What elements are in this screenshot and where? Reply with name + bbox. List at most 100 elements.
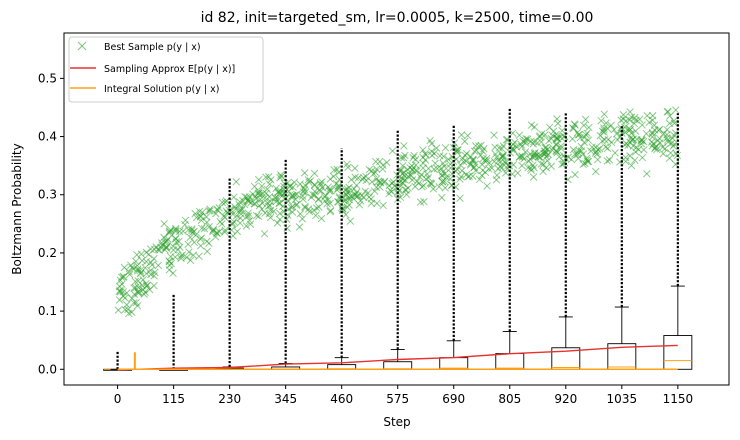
best-sample-point: [576, 134, 584, 142]
best-sample-point: [584, 157, 593, 166]
best-sample-point: [553, 135, 561, 143]
best-sample-point: [301, 202, 309, 211]
best-sample-point: [134, 287, 143, 296]
best-sample-point: [558, 126, 566, 135]
best-sample-point: [171, 253, 180, 261]
best-sample-point: [190, 238, 199, 247]
best-sample-point: [258, 205, 266, 213]
best-sample-point: [255, 201, 264, 210]
best-sample-point: [209, 226, 217, 235]
best-sample-point: [288, 208, 297, 216]
best-sample-point: [353, 192, 361, 201]
best-sample-point: [423, 170, 431, 178]
best-sample-point: [604, 135, 613, 144]
best-sample-point: [653, 145, 661, 154]
best-sample-point: [251, 199, 259, 208]
best-sample-point: [498, 153, 507, 161]
best-sample-point: [438, 171, 446, 180]
best-sample-point: [242, 222, 251, 230]
best-sample-point: [266, 213, 275, 222]
best-sample-point: [613, 136, 622, 144]
x-tick-label: 345: [274, 392, 297, 406]
best-sample-point: [659, 149, 668, 158]
best-sample-point: [607, 121, 615, 130]
best-sample-point: [326, 187, 335, 195]
best-sample-point: [330, 166, 338, 174]
best-sample-point: [148, 261, 156, 269]
best-sample-point: [116, 288, 125, 296]
best-sample-point: [154, 245, 162, 254]
best-sample-point: [482, 156, 491, 165]
best-sample-point: [203, 247, 212, 256]
best-sample-point: [498, 163, 506, 172]
best-sample-point: [638, 121, 646, 129]
best-sample-point: [426, 179, 434, 187]
best-sample-point: [361, 187, 369, 196]
best-sample-point: [232, 212, 241, 220]
best-sample-point: [141, 288, 149, 297]
best-sample-point: [383, 158, 391, 167]
best-sample-point: [254, 175, 263, 184]
x-tick-label: 575: [386, 392, 409, 406]
best-sample-point: [171, 224, 180, 233]
best-sample-point: [301, 188, 310, 197]
best-sample-point: [141, 264, 149, 272]
y-tick-label: 0.3: [38, 188, 57, 202]
best-sample-point: [464, 173, 472, 181]
best-sample-point: [354, 174, 362, 182]
best-sample-point: [293, 190, 301, 199]
best-sample-point: [298, 215, 307, 223]
best-sample-point: [352, 181, 361, 190]
best-sample-point: [142, 279, 150, 288]
best-sample-point: [475, 142, 483, 150]
best-sample-point: [387, 187, 396, 196]
best-sample-point: [195, 207, 204, 216]
best-sample-point: [621, 157, 630, 166]
best-sample-point: [136, 269, 145, 278]
best-sample-point: [663, 136, 672, 144]
boxplot: [103, 351, 133, 371]
y-tick-label: 0.1: [38, 304, 57, 318]
best-sample-point: [666, 112, 674, 120]
best-sample-point: [165, 229, 173, 237]
best-sample-point: [179, 227, 187, 236]
best-sample-point: [342, 210, 350, 219]
best-sample-point: [184, 240, 192, 249]
best-sample-point: [442, 173, 451, 182]
best-sample-point: [372, 183, 381, 192]
best-sample-point: [631, 127, 640, 135]
best-sample-point: [311, 187, 319, 196]
best-sample-point: [508, 144, 517, 153]
best-sample-point: [475, 175, 484, 184]
best-sample-point: [439, 152, 448, 161]
best-sample-point: [580, 121, 588, 130]
best-sample-point: [632, 116, 640, 124]
best-sample-point: [659, 129, 668, 138]
best-sample-point: [237, 210, 245, 218]
y-tick-label: 0.5: [38, 71, 57, 85]
best-sample-point: [184, 226, 193, 234]
best-sample-point: [273, 219, 282, 227]
best-sample-point: [480, 156, 489, 165]
best-sample-point: [379, 201, 387, 210]
best-sample-point: [670, 140, 679, 148]
best-sample-point: [427, 147, 436, 156]
best-sample-point: [125, 309, 133, 318]
best-sample-point: [409, 153, 417, 162]
best-sample-point: [553, 115, 561, 123]
best-sample-point: [619, 110, 628, 119]
best-sample-point: [196, 235, 205, 243]
best-sample-point: [166, 227, 174, 235]
best-sample-point: [350, 185, 358, 193]
best-sample-point: [467, 159, 475, 168]
best-sample-point: [343, 203, 352, 211]
best-sample-point: [142, 257, 151, 266]
best-sample-point: [554, 119, 562, 128]
best-sample-point: [114, 306, 123, 314]
best-sample-point: [463, 131, 472, 140]
best-sample-point: [301, 204, 309, 212]
best-sample-point: [560, 132, 569, 141]
x-axis-label: Step: [383, 415, 410, 429]
best-sample-point: [600, 128, 608, 136]
best-sample-point: [205, 239, 213, 247]
